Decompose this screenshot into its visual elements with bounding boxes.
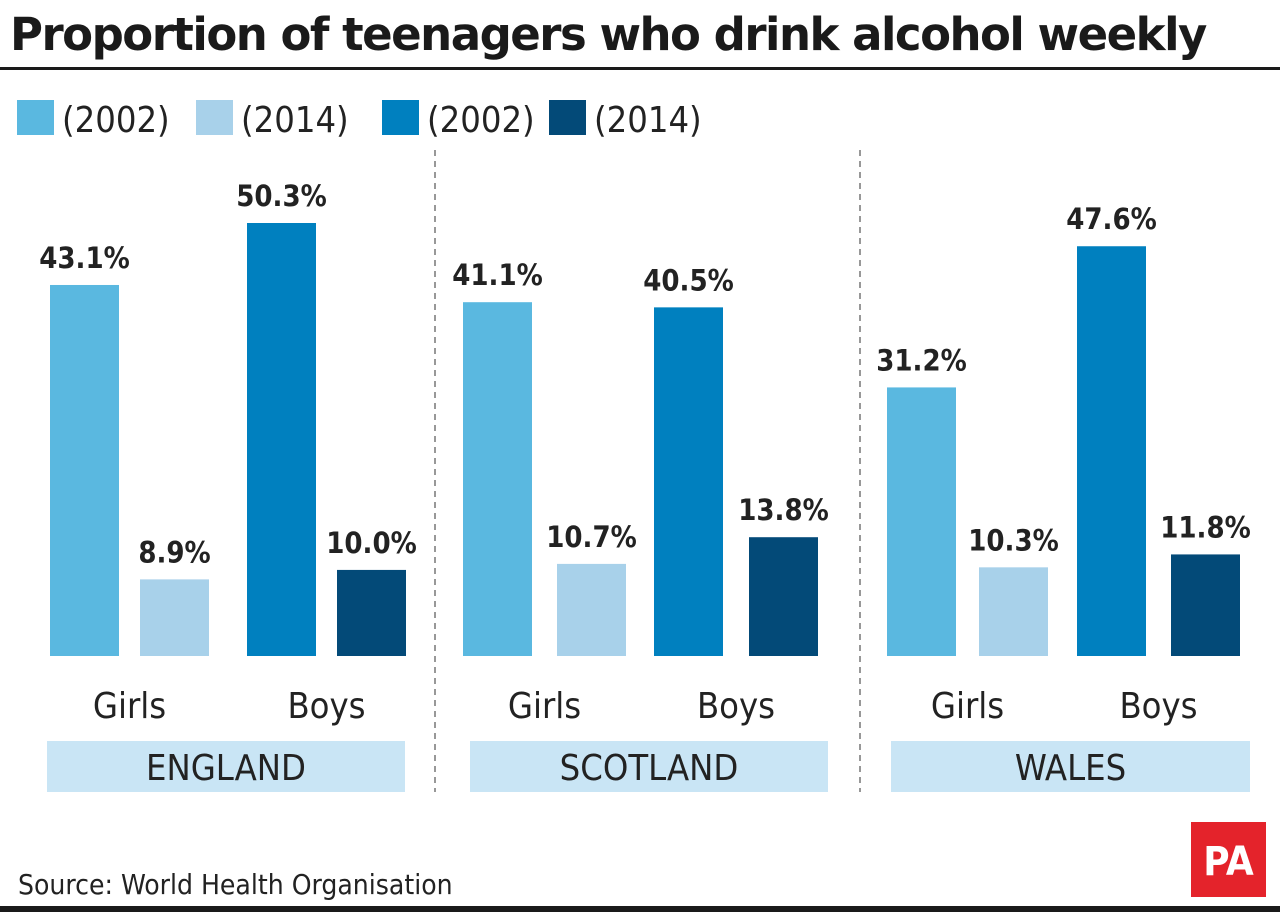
bar xyxy=(1077,246,1146,656)
pa-logo: PA xyxy=(1191,822,1266,897)
data-label: 50.3% xyxy=(236,179,327,213)
category-label: Girls xyxy=(931,686,1004,727)
bar xyxy=(979,567,1048,656)
data-label: 10.3% xyxy=(968,523,1059,557)
category-label: Boys xyxy=(1119,686,1197,727)
data-label: 13.8% xyxy=(738,493,829,527)
bar xyxy=(50,284,119,656)
legend: (2002) (2014) (2002) (2014) xyxy=(17,100,702,141)
legend-label: (2002) xyxy=(62,100,170,141)
bar xyxy=(463,302,532,656)
bar xyxy=(247,223,316,656)
legend-swatch xyxy=(382,100,419,135)
category-label: Boys xyxy=(287,686,365,727)
bar xyxy=(749,537,818,656)
group-label-box xyxy=(470,741,828,792)
data-label: 47.6% xyxy=(1066,202,1157,236)
data-label: 41.1% xyxy=(452,258,543,292)
data-label: 31.2% xyxy=(876,343,967,377)
data-label: 10.0% xyxy=(326,526,417,560)
category-label: Boys xyxy=(697,686,775,727)
data-label: 10.7% xyxy=(546,520,637,554)
group-label: ENGLAND xyxy=(146,748,306,789)
group-label-box xyxy=(891,741,1250,792)
group-label: WALES xyxy=(1015,748,1126,789)
category-label: Girls xyxy=(508,686,581,727)
legend-swatch xyxy=(17,100,54,135)
group-label-box xyxy=(47,741,405,792)
bar xyxy=(887,387,956,656)
source-note: Source: World Health Organisation xyxy=(18,868,453,901)
data-label: 8.9% xyxy=(138,535,210,569)
data-label: 40.5% xyxy=(643,263,734,297)
legend-label: (2002) xyxy=(427,100,535,141)
bottom-rule xyxy=(0,906,1280,912)
data-label: 43.1% xyxy=(39,241,130,275)
title-rule xyxy=(0,67,1280,70)
chart-title: Proportion of teenagers who drink alcoho… xyxy=(10,8,1207,61)
data-label: 11.8% xyxy=(1160,510,1251,544)
bar xyxy=(557,563,626,656)
bars: 43.1% 8.9% Girls 50.3% 10.0% Boys ENGLAND 41.1%… xyxy=(39,179,1251,792)
bar xyxy=(1171,554,1240,656)
bar xyxy=(337,569,406,656)
legend-swatch xyxy=(196,100,233,135)
category-label: Girls xyxy=(93,686,166,727)
legend-label: (2014) xyxy=(594,100,702,141)
bar xyxy=(654,307,723,656)
legend-label: (2014) xyxy=(241,100,349,141)
svg-text:PA: PA xyxy=(1203,839,1254,885)
bar xyxy=(140,579,209,656)
group-label: SCOTLAND xyxy=(560,748,739,789)
legend-swatch xyxy=(549,100,586,135)
